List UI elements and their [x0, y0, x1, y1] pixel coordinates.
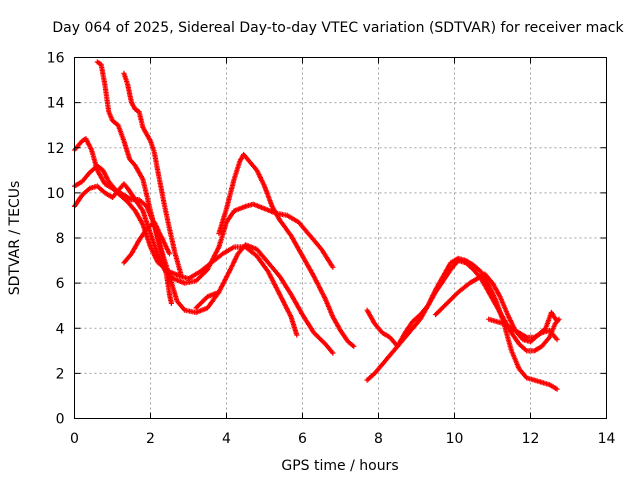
x-tick-label: 10 — [446, 431, 464, 447]
y-tick-label: 12 — [47, 141, 65, 157]
x-tick-label: 4 — [222, 431, 231, 447]
x-tick-label: 8 — [374, 431, 383, 447]
y-tick-label: 4 — [56, 321, 65, 337]
series-track-4 — [94, 59, 174, 306]
y-tick-label: 16 — [47, 51, 65, 67]
x-tick-label: 12 — [522, 431, 540, 447]
data-series — [71, 59, 562, 392]
x-tick-label: 6 — [298, 431, 307, 447]
y-tick-label: 8 — [56, 231, 65, 247]
axis-ticks — [74, 57, 607, 419]
x-tick-label: 2 — [146, 431, 155, 447]
x-tick-label: 0 — [70, 431, 79, 447]
y-tick-label: 2 — [56, 366, 65, 382]
series-track-5 — [121, 70, 184, 277]
x-tick-labels: 0 2 4 6 8 10 12 14 — [70, 431, 615, 447]
y-tick-labels: 0 2 4 6 8 10 12 14 16 — [47, 51, 65, 428]
x-axis-label: GPS time / hours — [281, 458, 398, 474]
x-tick-label: 14 — [598, 431, 616, 447]
series-track-1 — [71, 136, 300, 338]
chart-title: Day 064 of 2025, Sidereal Day-to-day VTE… — [52, 20, 624, 36]
y-tick-label: 0 — [56, 412, 65, 428]
y-axis-label: SDTVAR / TECUs — [7, 181, 23, 296]
y-tick-label: 6 — [56, 276, 65, 292]
series-track-6 — [121, 219, 173, 266]
y-tick-label: 14 — [47, 96, 65, 112]
series-track-8 — [216, 151, 357, 349]
series-track-12 — [486, 316, 560, 343]
series-track-2 — [71, 163, 336, 356]
y-tick-label: 10 — [47, 186, 65, 202]
series-track-7 — [193, 289, 222, 311]
